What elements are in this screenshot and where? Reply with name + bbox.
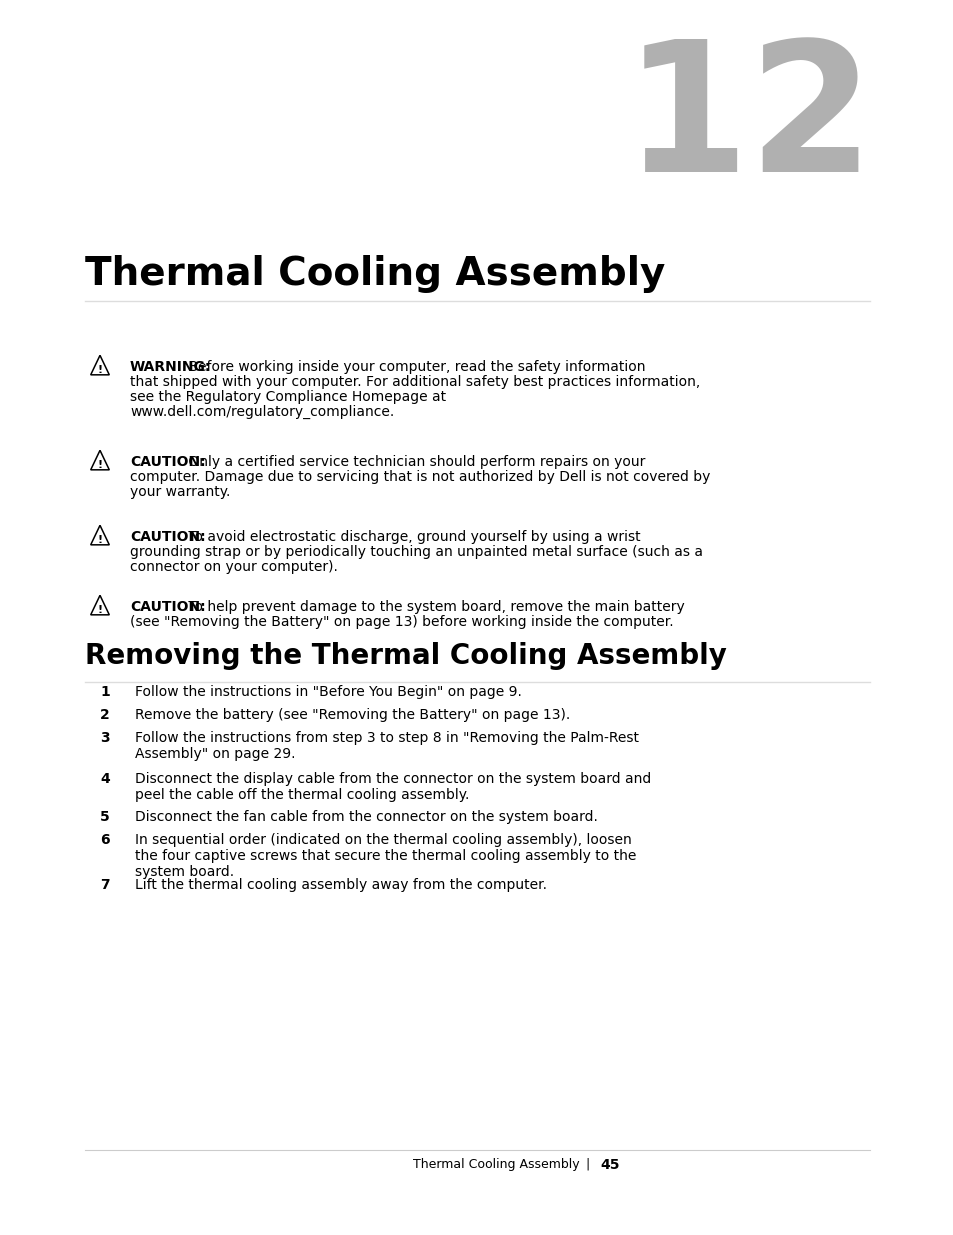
Text: !: !: [97, 535, 103, 545]
Text: 45: 45: [599, 1158, 618, 1172]
Text: 2: 2: [100, 708, 110, 722]
Text: Remove the battery (see "Removing the Battery" on page 13).: Remove the battery (see "Removing the Ba…: [135, 708, 570, 722]
Text: CAUTION:: CAUTION:: [130, 454, 206, 469]
Text: CAUTION:: CAUTION:: [130, 530, 206, 543]
Text: Disconnect the display cable from the connector on the system board and
peel the: Disconnect the display cable from the co…: [135, 772, 651, 803]
Text: Thermal Cooling Assembly: Thermal Cooling Assembly: [413, 1158, 579, 1171]
Text: that shipped with your computer. For additional safety best practices informatio: that shipped with your computer. For add…: [130, 375, 700, 389]
Text: To avoid electrostatic discharge, ground yourself by using a wrist: To avoid electrostatic discharge, ground…: [184, 530, 640, 543]
Text: To help prevent damage to the system board, remove the main battery: To help prevent damage to the system boa…: [184, 600, 684, 614]
Text: your warranty.: your warranty.: [130, 485, 230, 499]
Text: Before working inside your computer, read the safety information: Before working inside your computer, rea…: [184, 359, 645, 374]
Text: 3: 3: [100, 731, 110, 745]
Text: Disconnect the fan cable from the connector on the system board.: Disconnect the fan cable from the connec…: [135, 810, 598, 824]
Text: Follow the instructions in "Before You Begin" on page 9.: Follow the instructions in "Before You B…: [135, 685, 521, 699]
Text: 12: 12: [623, 35, 874, 210]
Text: www.dell.com/regulatory_compliance.: www.dell.com/regulatory_compliance.: [130, 405, 394, 419]
Text: 6: 6: [100, 832, 110, 847]
Text: see the Regulatory Compliance Homepage at: see the Regulatory Compliance Homepage a…: [130, 390, 446, 404]
Text: Thermal Cooling Assembly: Thermal Cooling Assembly: [85, 254, 664, 293]
Text: 7: 7: [100, 878, 110, 892]
Text: CAUTION:: CAUTION:: [130, 600, 206, 614]
Text: WARNING:: WARNING:: [130, 359, 212, 374]
Text: grounding strap or by periodically touching an unpainted metal surface (such as : grounding strap or by periodically touch…: [130, 545, 702, 559]
Text: Only a certified service technician should perform repairs on your: Only a certified service technician shou…: [184, 454, 645, 469]
Text: (see "Removing the Battery" on page 13) before working inside the computer.: (see "Removing the Battery" on page 13) …: [130, 615, 673, 629]
Text: !: !: [97, 459, 103, 471]
Text: 1: 1: [100, 685, 110, 699]
Text: In sequential order (indicated on the thermal cooling assembly), loosen
the four: In sequential order (indicated on the th…: [135, 832, 636, 879]
Text: !: !: [97, 366, 103, 375]
Text: Removing the Thermal Cooling Assembly: Removing the Thermal Cooling Assembly: [85, 642, 726, 671]
Text: connector on your computer).: connector on your computer).: [130, 559, 337, 574]
Text: Lift the thermal cooling assembly away from the computer.: Lift the thermal cooling assembly away f…: [135, 878, 546, 892]
Text: |: |: [585, 1158, 590, 1171]
Text: !: !: [97, 605, 103, 615]
Text: Follow the instructions from step 3 to step 8 in "Removing the Palm-Rest
Assembl: Follow the instructions from step 3 to s…: [135, 731, 639, 761]
Text: computer. Damage due to servicing that is not authorized by Dell is not covered : computer. Damage due to servicing that i…: [130, 471, 710, 484]
Text: 5: 5: [100, 810, 110, 824]
Text: 4: 4: [100, 772, 110, 785]
